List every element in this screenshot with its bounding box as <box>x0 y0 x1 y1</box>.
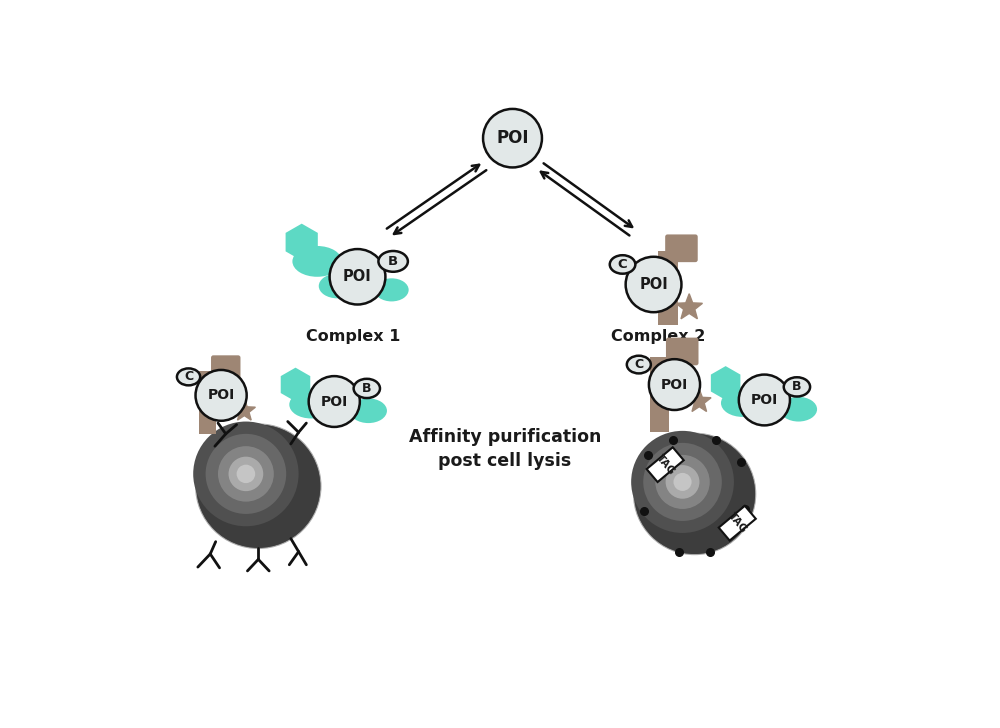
Bar <box>719 506 756 541</box>
Circle shape <box>309 376 360 427</box>
FancyBboxPatch shape <box>211 355 240 381</box>
Bar <box>650 357 669 432</box>
Circle shape <box>666 465 699 499</box>
Ellipse shape <box>721 389 764 417</box>
Circle shape <box>198 427 318 546</box>
Circle shape <box>655 455 710 509</box>
Circle shape <box>215 443 302 529</box>
Circle shape <box>196 424 320 548</box>
Ellipse shape <box>177 368 200 385</box>
Ellipse shape <box>627 356 651 373</box>
Circle shape <box>229 456 263 491</box>
Ellipse shape <box>319 274 356 298</box>
Text: B: B <box>388 255 398 268</box>
Circle shape <box>636 435 753 552</box>
Circle shape <box>649 359 700 410</box>
Circle shape <box>631 431 734 533</box>
Text: TAG: TAG <box>654 453 676 477</box>
Ellipse shape <box>289 391 333 419</box>
Bar <box>647 447 684 482</box>
Circle shape <box>483 109 542 167</box>
Circle shape <box>640 440 749 548</box>
Circle shape <box>196 424 320 548</box>
Text: Complex 2: Complex 2 <box>611 329 705 344</box>
Circle shape <box>237 464 255 483</box>
Circle shape <box>202 431 314 542</box>
Text: TAG: TAG <box>726 511 748 535</box>
Circle shape <box>633 432 756 555</box>
Polygon shape <box>687 389 711 411</box>
Text: POI: POI <box>639 277 668 292</box>
FancyBboxPatch shape <box>666 338 698 365</box>
Bar <box>199 371 216 434</box>
Bar <box>658 251 678 325</box>
Text: POI: POI <box>661 378 688 392</box>
Text: Complex 1: Complex 1 <box>306 329 401 344</box>
Ellipse shape <box>354 379 380 398</box>
Text: C: C <box>618 258 627 271</box>
Circle shape <box>643 443 722 521</box>
Polygon shape <box>711 366 740 400</box>
Text: B: B <box>362 382 372 395</box>
Polygon shape <box>233 399 255 420</box>
Polygon shape <box>286 223 318 261</box>
Ellipse shape <box>292 246 342 277</box>
Circle shape <box>634 434 755 554</box>
Circle shape <box>634 434 755 554</box>
Text: C: C <box>184 371 193 384</box>
Text: POI: POI <box>496 129 529 147</box>
Circle shape <box>195 424 322 549</box>
Circle shape <box>673 473 692 491</box>
Circle shape <box>739 375 790 425</box>
Text: POI: POI <box>207 388 235 403</box>
Ellipse shape <box>610 256 635 274</box>
Circle shape <box>193 422 299 526</box>
Polygon shape <box>281 368 310 402</box>
Ellipse shape <box>784 377 810 397</box>
Ellipse shape <box>378 251 408 272</box>
Text: C: C <box>634 358 643 371</box>
Ellipse shape <box>350 398 387 423</box>
Circle shape <box>196 370 247 421</box>
Circle shape <box>330 249 385 304</box>
Text: Affinity purification
post cell lysis: Affinity purification post cell lysis <box>409 429 601 470</box>
Circle shape <box>652 452 737 536</box>
Text: B: B <box>792 381 802 393</box>
Ellipse shape <box>780 397 817 422</box>
Text: POI: POI <box>321 395 348 408</box>
Circle shape <box>626 257 681 312</box>
Polygon shape <box>676 293 702 319</box>
Ellipse shape <box>375 278 409 301</box>
Circle shape <box>206 434 286 514</box>
FancyBboxPatch shape <box>665 234 698 262</box>
Circle shape <box>218 446 274 502</box>
Text: POI: POI <box>751 393 778 407</box>
Text: POI: POI <box>343 269 372 284</box>
